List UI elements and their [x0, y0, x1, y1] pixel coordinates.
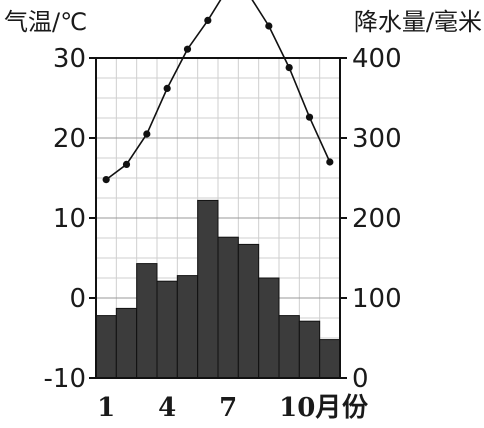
temperature-line [102, 0, 334, 184]
precipitation-tick-label: 400 [352, 44, 402, 74]
precipitation-bar-month-7 [217, 236, 239, 379]
precipitation-bar-month-4 [156, 280, 178, 379]
precipitation-bar-month-1 [95, 315, 117, 379]
precipitation-tick-label: 100 [352, 284, 402, 314]
temperature-tick-label: 10 [53, 204, 86, 234]
temperature-point-month-10 [285, 64, 293, 72]
precipitation-axis: 400 300 200 100 0 [340, 44, 402, 394]
month-tick-label: 10月 [279, 393, 341, 423]
precipitation-bar-month-8 [237, 243, 260, 379]
precipitation-bar-month-9 [258, 277, 280, 379]
temperature-point-month-9 [265, 22, 273, 30]
month-axis: 1 4 7 10月份 [97, 393, 368, 423]
temperature-point-month-11 [305, 113, 314, 121]
precipitation-bar-month-3 [136, 263, 158, 379]
temperature-point-month-2 [122, 160, 131, 168]
precipitation-bar-month-5 [176, 275, 199, 379]
temperature-polyline [105, 0, 331, 181]
temperature-axis-title: 气温/℃ [4, 8, 87, 36]
precipitation-bar-month-2 [115, 307, 138, 379]
precipitation-bars [95, 199, 341, 379]
precipitation-tick-label: 0 [352, 364, 369, 394]
temperature-tick-label: -10 [44, 364, 86, 394]
month-tick-label: 1 [97, 393, 115, 423]
precipitation-bar-month-10 [278, 315, 300, 379]
temperature-point-month-4 [163, 84, 171, 92]
precipitation-tick-label: 200 [352, 204, 402, 234]
precipitation-tick-label: 300 [352, 124, 402, 154]
precipitation-axis-title: 降水量/毫米 [354, 8, 482, 36]
temperature-point-month-12 [326, 158, 334, 166]
temperature-tick-label: 20 [53, 124, 86, 154]
month-axis-unit: 份 [342, 393, 368, 423]
temperature-point-month-5 [183, 45, 192, 53]
precipitation-bar-month-6 [197, 199, 219, 379]
temperature-axis: 30 20 10 0 -10 [44, 44, 96, 394]
month-tick-label: 7 [219, 393, 237, 423]
temperature-tick-label: 0 [69, 284, 86, 314]
temperature-point-month-3 [143, 130, 151, 138]
temperature-point-month-6 [204, 16, 212, 24]
temperature-tick-label: 30 [53, 44, 86, 74]
precipitation-bar-month-12 [319, 339, 341, 379]
month-tick-label: 4 [158, 393, 176, 423]
temperature-point-month-1 [102, 176, 110, 184]
precipitation-bar-month-11 [298, 320, 321, 379]
